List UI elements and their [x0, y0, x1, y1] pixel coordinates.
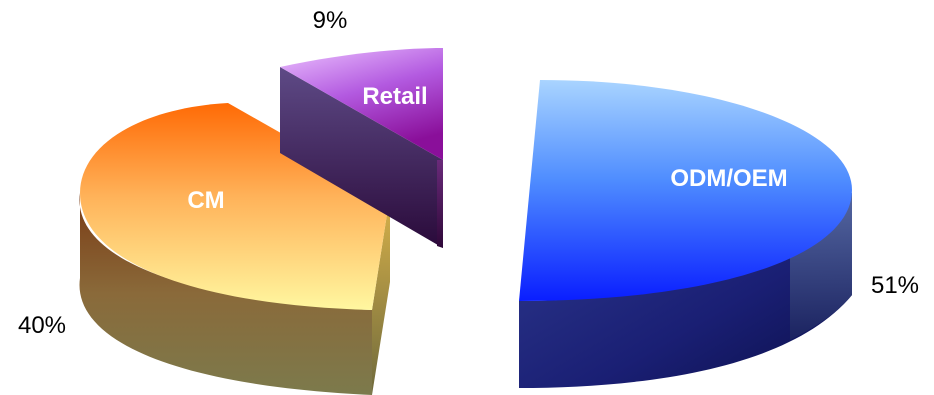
pie-slice-odm-oem	[519, 80, 852, 388]
slice-label-retail: Retail	[362, 83, 427, 110]
pie-slice-cm-cut-face	[372, 195, 390, 395]
pie-slice-odm-oem-side	[519, 193, 852, 388]
pie-slice-odm-oem-side-highlight	[790, 193, 852, 340]
value-label-cm: 40%	[18, 312, 66, 339]
pie-slice-retail-cut-face	[280, 67, 443, 248]
slice-label-odm-oem: ODM/OEM	[670, 165, 787, 192]
slice-label-cm: CM	[187, 187, 224, 214]
value-label-odm-oem: 51%	[871, 272, 919, 299]
value-label-retail: 9%	[313, 7, 348, 34]
pie-slice-retail	[280, 48, 443, 248]
pie-slice-retail-side	[437, 160, 443, 248]
pie-slice-retail-top	[280, 48, 443, 160]
pie-slice-odm-oem-top	[519, 80, 852, 301]
